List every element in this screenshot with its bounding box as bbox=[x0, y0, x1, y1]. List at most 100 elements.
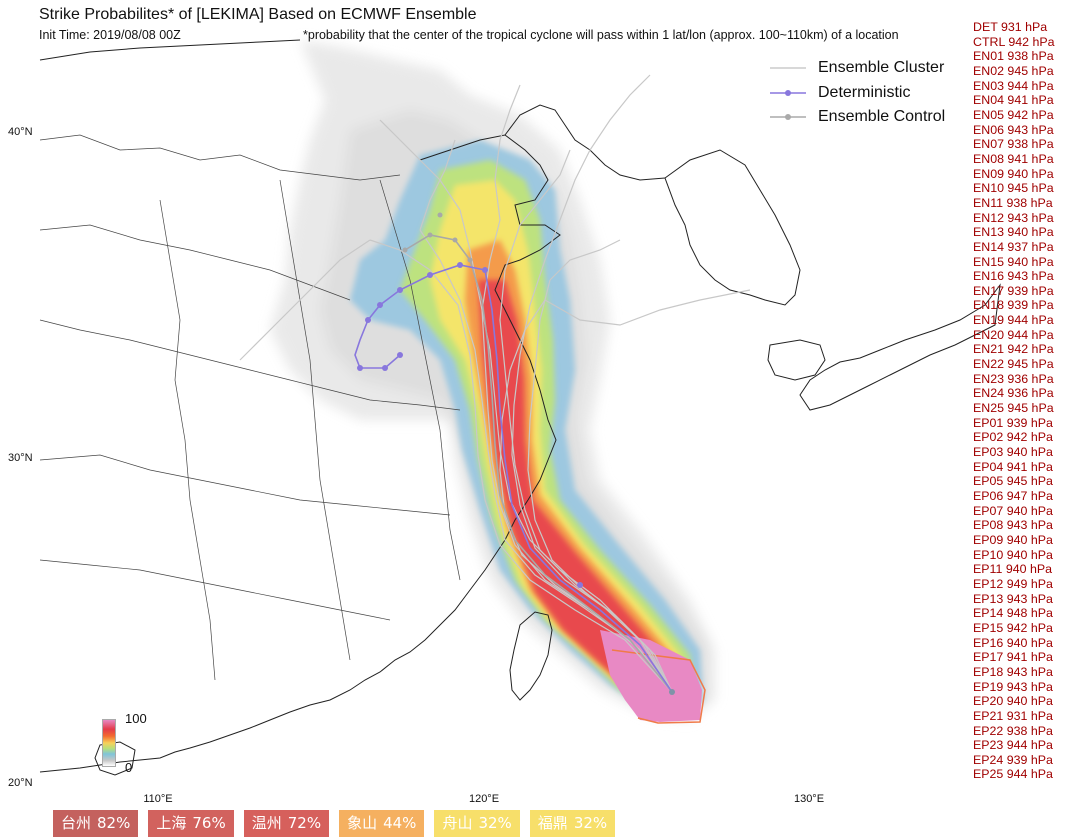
member-pressure-item: EN16 943 hPa bbox=[973, 269, 1054, 284]
member-pressure-item: EP24 939 hPa bbox=[973, 752, 1053, 767]
member-pressure-item: EP03 940 hPa bbox=[973, 445, 1053, 460]
member-pressure-item: DET 931 hPa bbox=[973, 20, 1048, 34]
member-pressure-item: EP10 940 hPa bbox=[973, 547, 1053, 562]
province-borders bbox=[39, 134, 461, 681]
member-pressure-item: EN23 936 hPa bbox=[973, 371, 1054, 386]
member-pressure-item: EN21 942 hPa bbox=[973, 342, 1054, 357]
lat-label-30: 30°N bbox=[8, 452, 33, 464]
member-pressure-list: DET 931 hPa CTRL 942 hPa EN01 938 hPa EN02 … bbox=[973, 20, 1068, 782]
init-time: Init Time: 2019/08/08 00Z bbox=[39, 28, 181, 42]
lat-label-20: 20°N bbox=[8, 777, 33, 789]
member-pressure-item: EN15 940 hPa bbox=[973, 254, 1054, 269]
member-pressure-item: EP04 941 hPa bbox=[973, 459, 1053, 474]
colorbar-min-label: 0 bbox=[125, 760, 133, 775]
track-legend: Ensemble Cluster Deterministic Ensemble … bbox=[770, 56, 945, 130]
member-pressure-item: EN07 938 hPa bbox=[973, 137, 1054, 152]
member-pressure-item: EP20 940 hPa bbox=[973, 694, 1053, 709]
map-title: Strike Probabilites* of [LEKIMA] Based o… bbox=[39, 6, 477, 23]
city-probability-badges: 台州 82% 上海 76% 温州 72% 象山 44% 舟山 32% 福鼎 32% bbox=[53, 810, 625, 837]
member-pressure-item: EP01 939 hPa bbox=[973, 415, 1053, 430]
legend-label: Ensemble Cluster bbox=[818, 59, 945, 77]
ensemble-control-track bbox=[402, 212, 673, 693]
member-pressure-item: EP11 940 hPa bbox=[973, 562, 1052, 577]
member-pressure-item: EN18 939 hPa bbox=[973, 298, 1054, 313]
legend-label: Ensemble Control bbox=[818, 108, 946, 126]
member-pressure-item: EN25 945 hPa bbox=[973, 401, 1054, 416]
city-name: 温州 bbox=[251, 814, 282, 832]
member-pressure-item: EP07 940 hPa bbox=[973, 503, 1053, 518]
member-pressure-item: EN14 937 hPa bbox=[973, 239, 1054, 254]
member-pressure-item: EN17 939 hPa bbox=[973, 283, 1054, 298]
city-probability: 82% bbox=[97, 814, 131, 832]
member-pressure-item: EN05 942 hPa bbox=[973, 107, 1054, 122]
member-pressure-item: EP12 949 hPa bbox=[973, 576, 1053, 591]
city-probability: 76% bbox=[192, 814, 226, 832]
city-name: 台州 bbox=[61, 814, 92, 832]
member-pressure-item: EN13 940 hPa bbox=[973, 225, 1054, 240]
city-name: 福鼎 bbox=[537, 814, 568, 832]
legend-item-ensemble-cluster: Ensemble Cluster bbox=[770, 56, 945, 81]
coastlines bbox=[39, 39, 1001, 776]
member-pressure-item: EN06 943 hPa bbox=[973, 122, 1054, 137]
lon-label-130: 130°E bbox=[793, 793, 825, 805]
ensemble-control-swatch bbox=[770, 110, 806, 124]
deterministic-track bbox=[354, 262, 673, 693]
city-probability: 32% bbox=[478, 814, 512, 832]
member-pressure-item: EN09 940 hPa bbox=[973, 166, 1054, 181]
member-pressure-item: EP15 942 hPa bbox=[973, 620, 1053, 635]
city-badge: 上海 76% bbox=[148, 810, 234, 837]
city-badge: 温州 72% bbox=[243, 810, 330, 837]
member-pressure-item: EN08 941 hPa bbox=[973, 151, 1054, 166]
city-name: 上海 bbox=[156, 814, 187, 832]
member-pressure-item: EP19 943 hPa bbox=[973, 679, 1053, 694]
legend-label: Deterministic bbox=[818, 83, 911, 101]
probability-pink-core bbox=[600, 630, 702, 722]
ensemble-cluster-swatch bbox=[770, 61, 806, 75]
member-pressure-item: EP16 940 hPa bbox=[973, 635, 1053, 650]
member-pressure-item: EP02 942 hPa bbox=[973, 430, 1053, 445]
member-pressure-item: EN11 938 hPa bbox=[973, 195, 1053, 210]
city-name: 象山 bbox=[347, 814, 378, 832]
legend-item-ensemble-control: Ensemble Control bbox=[770, 105, 945, 130]
member-pressure-item: EN20 944 hPa bbox=[973, 327, 1054, 342]
member-pressure-item: EN10 945 hPa bbox=[973, 181, 1054, 196]
member-pressure-item: EN02 945 hPa bbox=[973, 63, 1054, 78]
lon-label-110: 110°E bbox=[143, 793, 173, 805]
member-pressure-item: EN24 936 hPa bbox=[973, 386, 1054, 401]
member-pressure-item: EP18 943 hPa bbox=[973, 664, 1053, 679]
ensemble-cluster-tracks bbox=[239, 74, 751, 693]
member-pressure-item: EP14 948 hPa bbox=[973, 606, 1053, 621]
member-pressure-item: EP13 943 hPa bbox=[973, 591, 1053, 606]
member-pressure-item: CTRL 942 hPa bbox=[973, 34, 1055, 49]
member-pressure-item: EP09 940 hPa bbox=[973, 532, 1053, 547]
lon-label-120: 120°E bbox=[468, 793, 500, 805]
member-pressure-item: EP06 947 hPa bbox=[973, 489, 1053, 503]
city-badge: 福鼎 32% bbox=[529, 810, 616, 837]
city-probability: 72% bbox=[287, 814, 322, 832]
member-pressure-item: EN01 938 hPa bbox=[973, 49, 1054, 64]
member-pressure-item: EN04 941 hPa bbox=[973, 93, 1054, 108]
probability-pink-core-edge bbox=[611, 649, 706, 724]
member-pressure-item: EP17 941 hPa bbox=[973, 650, 1053, 665]
probability-footnote: *probability that the center of the trop… bbox=[303, 28, 899, 42]
lat-label-40: 40°N bbox=[8, 126, 33, 138]
member-pressure-item: EN03 944 hPa bbox=[973, 78, 1054, 93]
deterministic-swatch bbox=[770, 86, 806, 100]
probability-colorbar bbox=[102, 719, 116, 767]
city-badge: 台州 82% bbox=[53, 810, 139, 837]
city-badge: 舟山 32% bbox=[434, 810, 520, 837]
colorbar-max-label: 100 bbox=[125, 711, 147, 726]
member-pressure-item: EN19 944 hPa bbox=[973, 313, 1054, 328]
member-pressure-item: EP25 944 hPa bbox=[973, 767, 1053, 782]
member-pressure-item: EP21 931 hPa bbox=[973, 708, 1053, 723]
legend-item-deterministic: Deterministic bbox=[770, 81, 945, 106]
member-pressure-item: EP08 943 hPa bbox=[973, 518, 1053, 533]
city-probability: 44% bbox=[383, 814, 417, 832]
member-pressure-item: EN12 943 hPa bbox=[973, 210, 1054, 225]
member-pressure-item: EP05 945 hPa bbox=[973, 474, 1053, 489]
storm-origin-marker bbox=[669, 689, 675, 695]
city-probability: 32% bbox=[573, 814, 608, 832]
member-pressure-item: EP22 938 hPa bbox=[973, 723, 1053, 738]
member-pressure-item: EN22 945 hPa bbox=[973, 357, 1054, 372]
